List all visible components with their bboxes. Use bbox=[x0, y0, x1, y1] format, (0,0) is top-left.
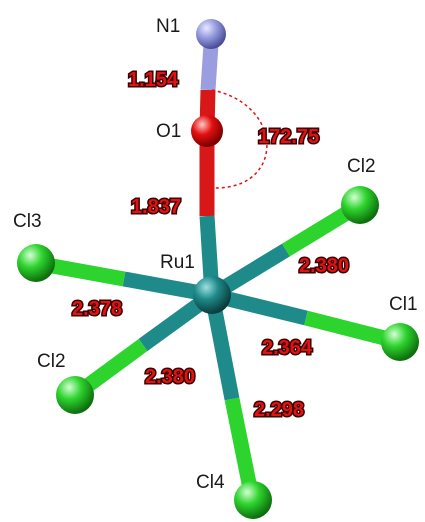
angle-n1-o1-ru1: 172.75 bbox=[258, 126, 319, 148]
bond-ru1-cl1 bbox=[210, 287, 402, 350]
bond-ru1-cl2-upper bbox=[208, 198, 364, 302]
atom-o1 bbox=[191, 115, 223, 147]
label-cl3: Cl3 bbox=[13, 211, 42, 232]
label-cl2-upper: Cl2 bbox=[347, 156, 376, 177]
distance-ru1-cl3: 2.378 bbox=[72, 298, 122, 320]
atom-cl2-upper bbox=[341, 186, 379, 224]
distance-o1-ru1: 1.837 bbox=[131, 196, 181, 218]
atom-cl1 bbox=[381, 323, 419, 361]
atom-cl4 bbox=[234, 481, 272, 519]
distance-n1-o1: 1.154 bbox=[128, 69, 179, 91]
distance-ru1-cl1: 2.364 bbox=[262, 337, 313, 359]
bond-o1-ru1 bbox=[199, 130, 220, 296]
atom-ru1 bbox=[193, 276, 231, 314]
label-cl1: Cl1 bbox=[389, 294, 418, 315]
label-cl2-lower: Cl2 bbox=[37, 351, 66, 372]
atom-cl2-lower bbox=[56, 376, 94, 414]
angle-arc bbox=[211, 89, 268, 189]
label-cl4: Cl4 bbox=[196, 472, 225, 493]
label-ru1: Ru1 bbox=[160, 252, 195, 273]
atom-cl3 bbox=[17, 244, 55, 282]
distance-ru1-cl2-upper: 2.380 bbox=[299, 255, 349, 277]
atom-n1 bbox=[196, 19, 226, 49]
distance-ru1-cl2-lower: 2.380 bbox=[145, 366, 195, 388]
distance-ru1-cl4: 2.298 bbox=[254, 399, 304, 421]
label-o1: O1 bbox=[156, 121, 181, 142]
label-n1: N1 bbox=[156, 16, 180, 37]
